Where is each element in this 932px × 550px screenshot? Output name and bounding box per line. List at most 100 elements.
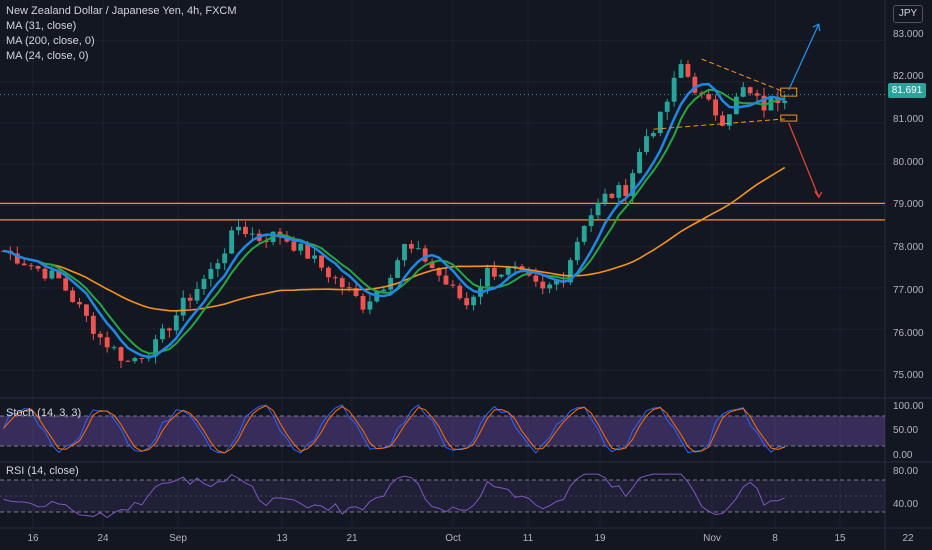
candle bbox=[547, 284, 553, 289]
candle bbox=[153, 339, 158, 357]
candle bbox=[436, 268, 442, 276]
candle bbox=[194, 289, 200, 301]
candle bbox=[249, 233, 255, 235]
candle bbox=[443, 275, 449, 285]
candle bbox=[650, 133, 656, 137]
candle bbox=[132, 358, 138, 362]
candle bbox=[540, 281, 546, 289]
candle bbox=[388, 277, 394, 290]
candle bbox=[457, 285, 463, 299]
stoch-panel-label[interactable]: Stoch (14, 3, 3) bbox=[6, 407, 82, 419]
y-tick-label: 77.000 bbox=[893, 285, 924, 296]
chart-legend: New Zealand Dollar / Japanese Yen, 4h, F… bbox=[6, 4, 237, 64]
candle bbox=[84, 304, 89, 316]
currency-badge[interactable]: JPY bbox=[893, 5, 923, 23]
candle bbox=[754, 93, 760, 96]
rsi-tick-label: 80.00 bbox=[893, 466, 919, 477]
y-tick-label: 83.000 bbox=[893, 29, 924, 40]
candle bbox=[567, 260, 573, 283]
candle bbox=[35, 266, 41, 269]
candle bbox=[581, 226, 587, 242]
triangle-lower-line bbox=[653, 118, 785, 130]
indicator-ma200-label[interactable]: MA (200, close, 0) bbox=[6, 35, 95, 47]
indicator-ma31-label[interactable]: MA (31, close) bbox=[6, 20, 77, 32]
candle bbox=[422, 248, 428, 262]
candle bbox=[28, 265, 34, 267]
candle bbox=[692, 76, 698, 93]
triangle-upper-line bbox=[701, 58, 785, 93]
ma24-line bbox=[3, 88, 785, 355]
candle bbox=[319, 255, 324, 268]
x-tick-label: 15 bbox=[834, 533, 846, 544]
candle bbox=[367, 301, 373, 310]
candle bbox=[111, 347, 117, 349]
candle bbox=[512, 266, 518, 268]
x-tick-label: 11 bbox=[522, 533, 534, 544]
candle bbox=[360, 295, 366, 310]
y-tick-label: 78.000 bbox=[893, 242, 924, 253]
x-tick-label: 24 bbox=[97, 533, 109, 544]
candle bbox=[353, 288, 359, 296]
candle bbox=[533, 275, 539, 282]
candle bbox=[429, 261, 435, 269]
candle bbox=[243, 226, 248, 235]
candle bbox=[236, 226, 241, 231]
candle bbox=[201, 278, 207, 290]
candle bbox=[685, 64, 691, 77]
y-tick-label: 81.000 bbox=[893, 114, 924, 125]
candle bbox=[713, 99, 719, 116]
candle bbox=[97, 333, 103, 338]
candle bbox=[325, 267, 331, 278]
candle bbox=[70, 290, 76, 302]
candle bbox=[485, 267, 490, 287]
candle bbox=[14, 253, 20, 264]
stoch-k-line bbox=[3, 404, 785, 454]
stoch-tick-label: 50.00 bbox=[893, 425, 919, 436]
candle bbox=[657, 111, 663, 134]
rsi-panel-label[interactable]: RSI (14, close) bbox=[6, 465, 79, 477]
indicator-ma24-label[interactable]: MA (24, close, 0) bbox=[6, 50, 89, 62]
bearish-arrow-head bbox=[814, 190, 823, 199]
x-tick-label: 16 bbox=[27, 533, 39, 544]
candle bbox=[229, 230, 235, 254]
breakout-box-upper bbox=[780, 87, 798, 97]
x-tick-label: Nov bbox=[703, 533, 721, 544]
candle bbox=[415, 248, 421, 250]
candle bbox=[720, 115, 725, 126]
candle bbox=[727, 114, 732, 126]
candle bbox=[782, 100, 788, 104]
candle bbox=[63, 278, 69, 291]
bearish-arrow bbox=[788, 122, 820, 198]
candle bbox=[125, 360, 131, 362]
candle bbox=[187, 297, 193, 301]
candle bbox=[630, 173, 636, 197]
candle bbox=[733, 96, 739, 115]
candle bbox=[574, 241, 580, 261]
candle bbox=[671, 77, 677, 102]
y-tick-label: 75.000 bbox=[893, 370, 924, 381]
candle bbox=[491, 267, 497, 277]
candle bbox=[104, 337, 110, 348]
candle bbox=[554, 280, 560, 285]
candle bbox=[395, 260, 400, 278]
candle bbox=[49, 270, 55, 279]
candle bbox=[381, 289, 387, 292]
candle bbox=[312, 255, 318, 259]
candle bbox=[498, 274, 504, 277]
candle bbox=[339, 278, 345, 288]
candle bbox=[208, 268, 214, 279]
bullish-arrow-head bbox=[812, 23, 821, 32]
candle bbox=[678, 64, 684, 78]
candle bbox=[616, 185, 622, 198]
candle bbox=[139, 358, 145, 360]
candle bbox=[644, 136, 649, 153]
candle bbox=[408, 244, 414, 249]
candle bbox=[346, 287, 352, 289]
candle bbox=[637, 152, 642, 174]
candle bbox=[464, 298, 470, 306]
y-tick-label: 82.000 bbox=[893, 71, 924, 82]
x-tick-label: Oct bbox=[445, 533, 461, 544]
candle bbox=[173, 315, 179, 331]
